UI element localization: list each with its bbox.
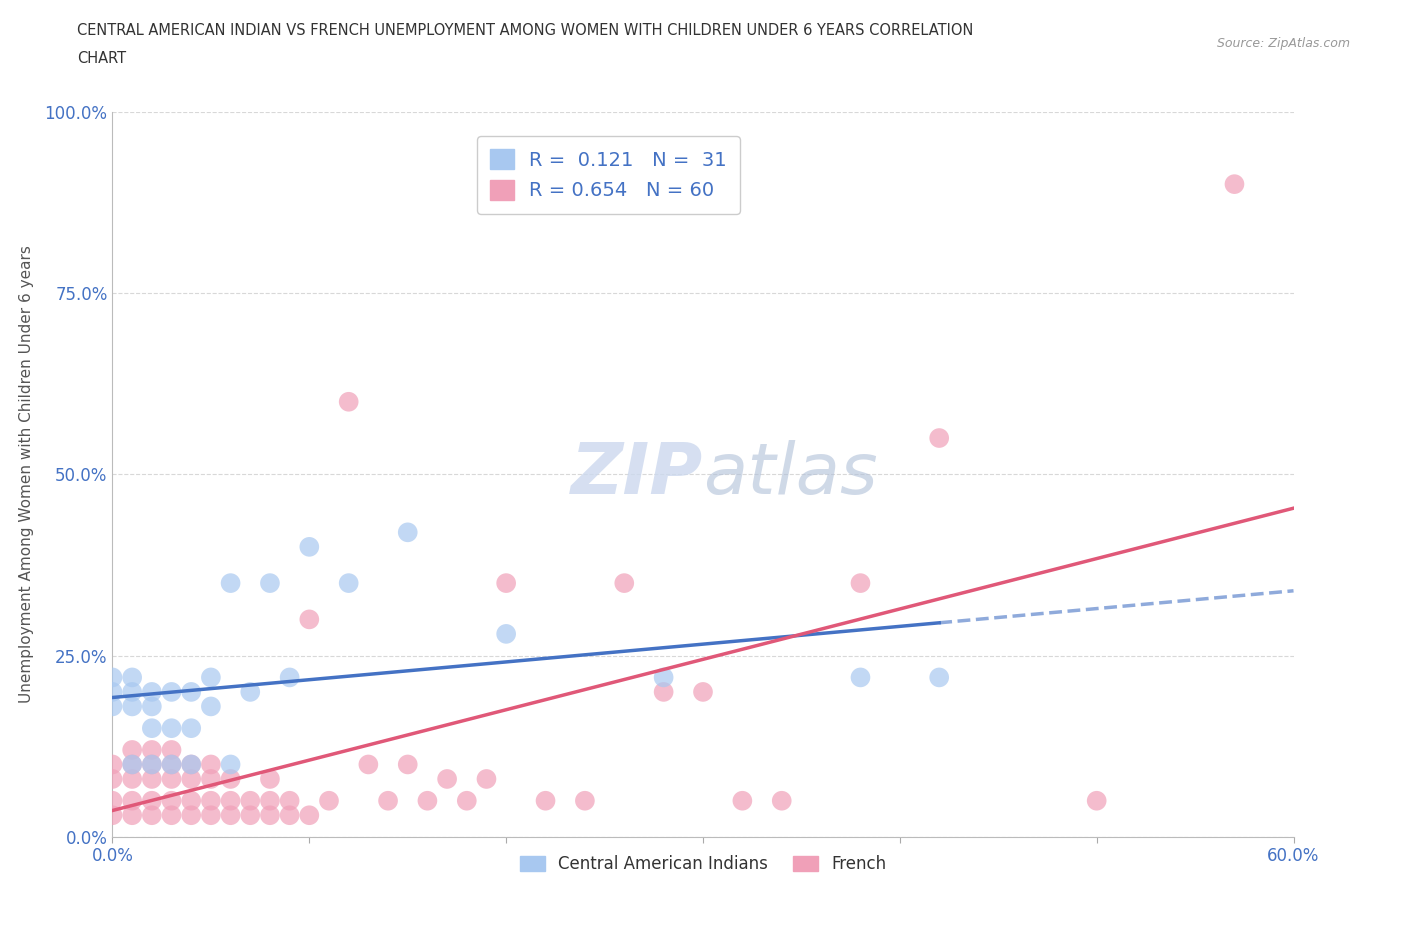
Point	[613, 576, 636, 591]
Point	[121, 699, 143, 714]
Point	[456, 793, 478, 808]
Point	[692, 684, 714, 699]
Point	[121, 670, 143, 684]
Point	[200, 793, 222, 808]
Point	[574, 793, 596, 808]
Point	[200, 670, 222, 684]
Point	[141, 699, 163, 714]
Point	[160, 772, 183, 787]
Point	[239, 793, 262, 808]
Point	[160, 808, 183, 823]
Point	[141, 793, 163, 808]
Point	[200, 699, 222, 714]
Point	[200, 757, 222, 772]
Y-axis label: Unemployment Among Women with Children Under 6 years: Unemployment Among Women with Children U…	[18, 246, 34, 703]
Point	[141, 684, 163, 699]
Point	[652, 670, 675, 684]
Text: CENTRAL AMERICAN INDIAN VS FRENCH UNEMPLOYMENT AMONG WOMEN WITH CHILDREN UNDER 6: CENTRAL AMERICAN INDIAN VS FRENCH UNEMPL…	[77, 23, 974, 38]
Point	[101, 699, 124, 714]
Point	[278, 793, 301, 808]
Point	[259, 808, 281, 823]
Point	[219, 772, 242, 787]
Text: atlas: atlas	[703, 440, 877, 509]
Point	[160, 684, 183, 699]
Point	[141, 808, 163, 823]
Point	[219, 793, 242, 808]
Point	[121, 808, 143, 823]
Point	[259, 576, 281, 591]
Point	[141, 757, 163, 772]
Point	[318, 793, 340, 808]
Point	[180, 757, 202, 772]
Point	[337, 394, 360, 409]
Point	[141, 721, 163, 736]
Point	[121, 793, 143, 808]
Point	[101, 684, 124, 699]
Point	[495, 627, 517, 642]
Point	[298, 612, 321, 627]
Point	[101, 772, 124, 787]
Point	[160, 757, 183, 772]
Point	[160, 793, 183, 808]
Text: CHART: CHART	[77, 51, 127, 66]
Point	[180, 772, 202, 787]
Point	[180, 793, 202, 808]
Point	[377, 793, 399, 808]
Point	[278, 670, 301, 684]
Point	[121, 757, 143, 772]
Point	[259, 772, 281, 787]
Point	[475, 772, 498, 787]
Point	[259, 793, 281, 808]
Point	[200, 808, 222, 823]
Point	[141, 772, 163, 787]
Point	[200, 772, 222, 787]
Point	[160, 742, 183, 757]
Point	[396, 757, 419, 772]
Point	[219, 757, 242, 772]
Point	[928, 431, 950, 445]
Point	[101, 808, 124, 823]
Point	[121, 772, 143, 787]
Point	[416, 793, 439, 808]
Point	[101, 793, 124, 808]
Text: ZIP: ZIP	[571, 440, 703, 509]
Point	[160, 721, 183, 736]
Point	[121, 757, 143, 772]
Point	[101, 670, 124, 684]
Point	[770, 793, 793, 808]
Point	[495, 576, 517, 591]
Point	[298, 539, 321, 554]
Point	[239, 808, 262, 823]
Point	[160, 757, 183, 772]
Point	[239, 684, 262, 699]
Point	[731, 793, 754, 808]
Point	[180, 757, 202, 772]
Point	[337, 576, 360, 591]
Point	[298, 808, 321, 823]
Point	[652, 684, 675, 699]
Point	[219, 808, 242, 823]
Point	[849, 576, 872, 591]
Point	[180, 684, 202, 699]
Point	[278, 808, 301, 823]
Point	[141, 742, 163, 757]
Point	[121, 684, 143, 699]
Legend: Central American Indians, French: Central American Indians, French	[513, 848, 893, 880]
Point	[121, 742, 143, 757]
Point	[849, 670, 872, 684]
Point	[928, 670, 950, 684]
Point	[534, 793, 557, 808]
Text: Source: ZipAtlas.com: Source: ZipAtlas.com	[1216, 37, 1350, 50]
Point	[436, 772, 458, 787]
Point	[180, 721, 202, 736]
Point	[1085, 793, 1108, 808]
Point	[101, 757, 124, 772]
Point	[141, 757, 163, 772]
Point	[219, 576, 242, 591]
Point	[396, 525, 419, 539]
Point	[357, 757, 380, 772]
Point	[1223, 177, 1246, 192]
Point	[180, 808, 202, 823]
